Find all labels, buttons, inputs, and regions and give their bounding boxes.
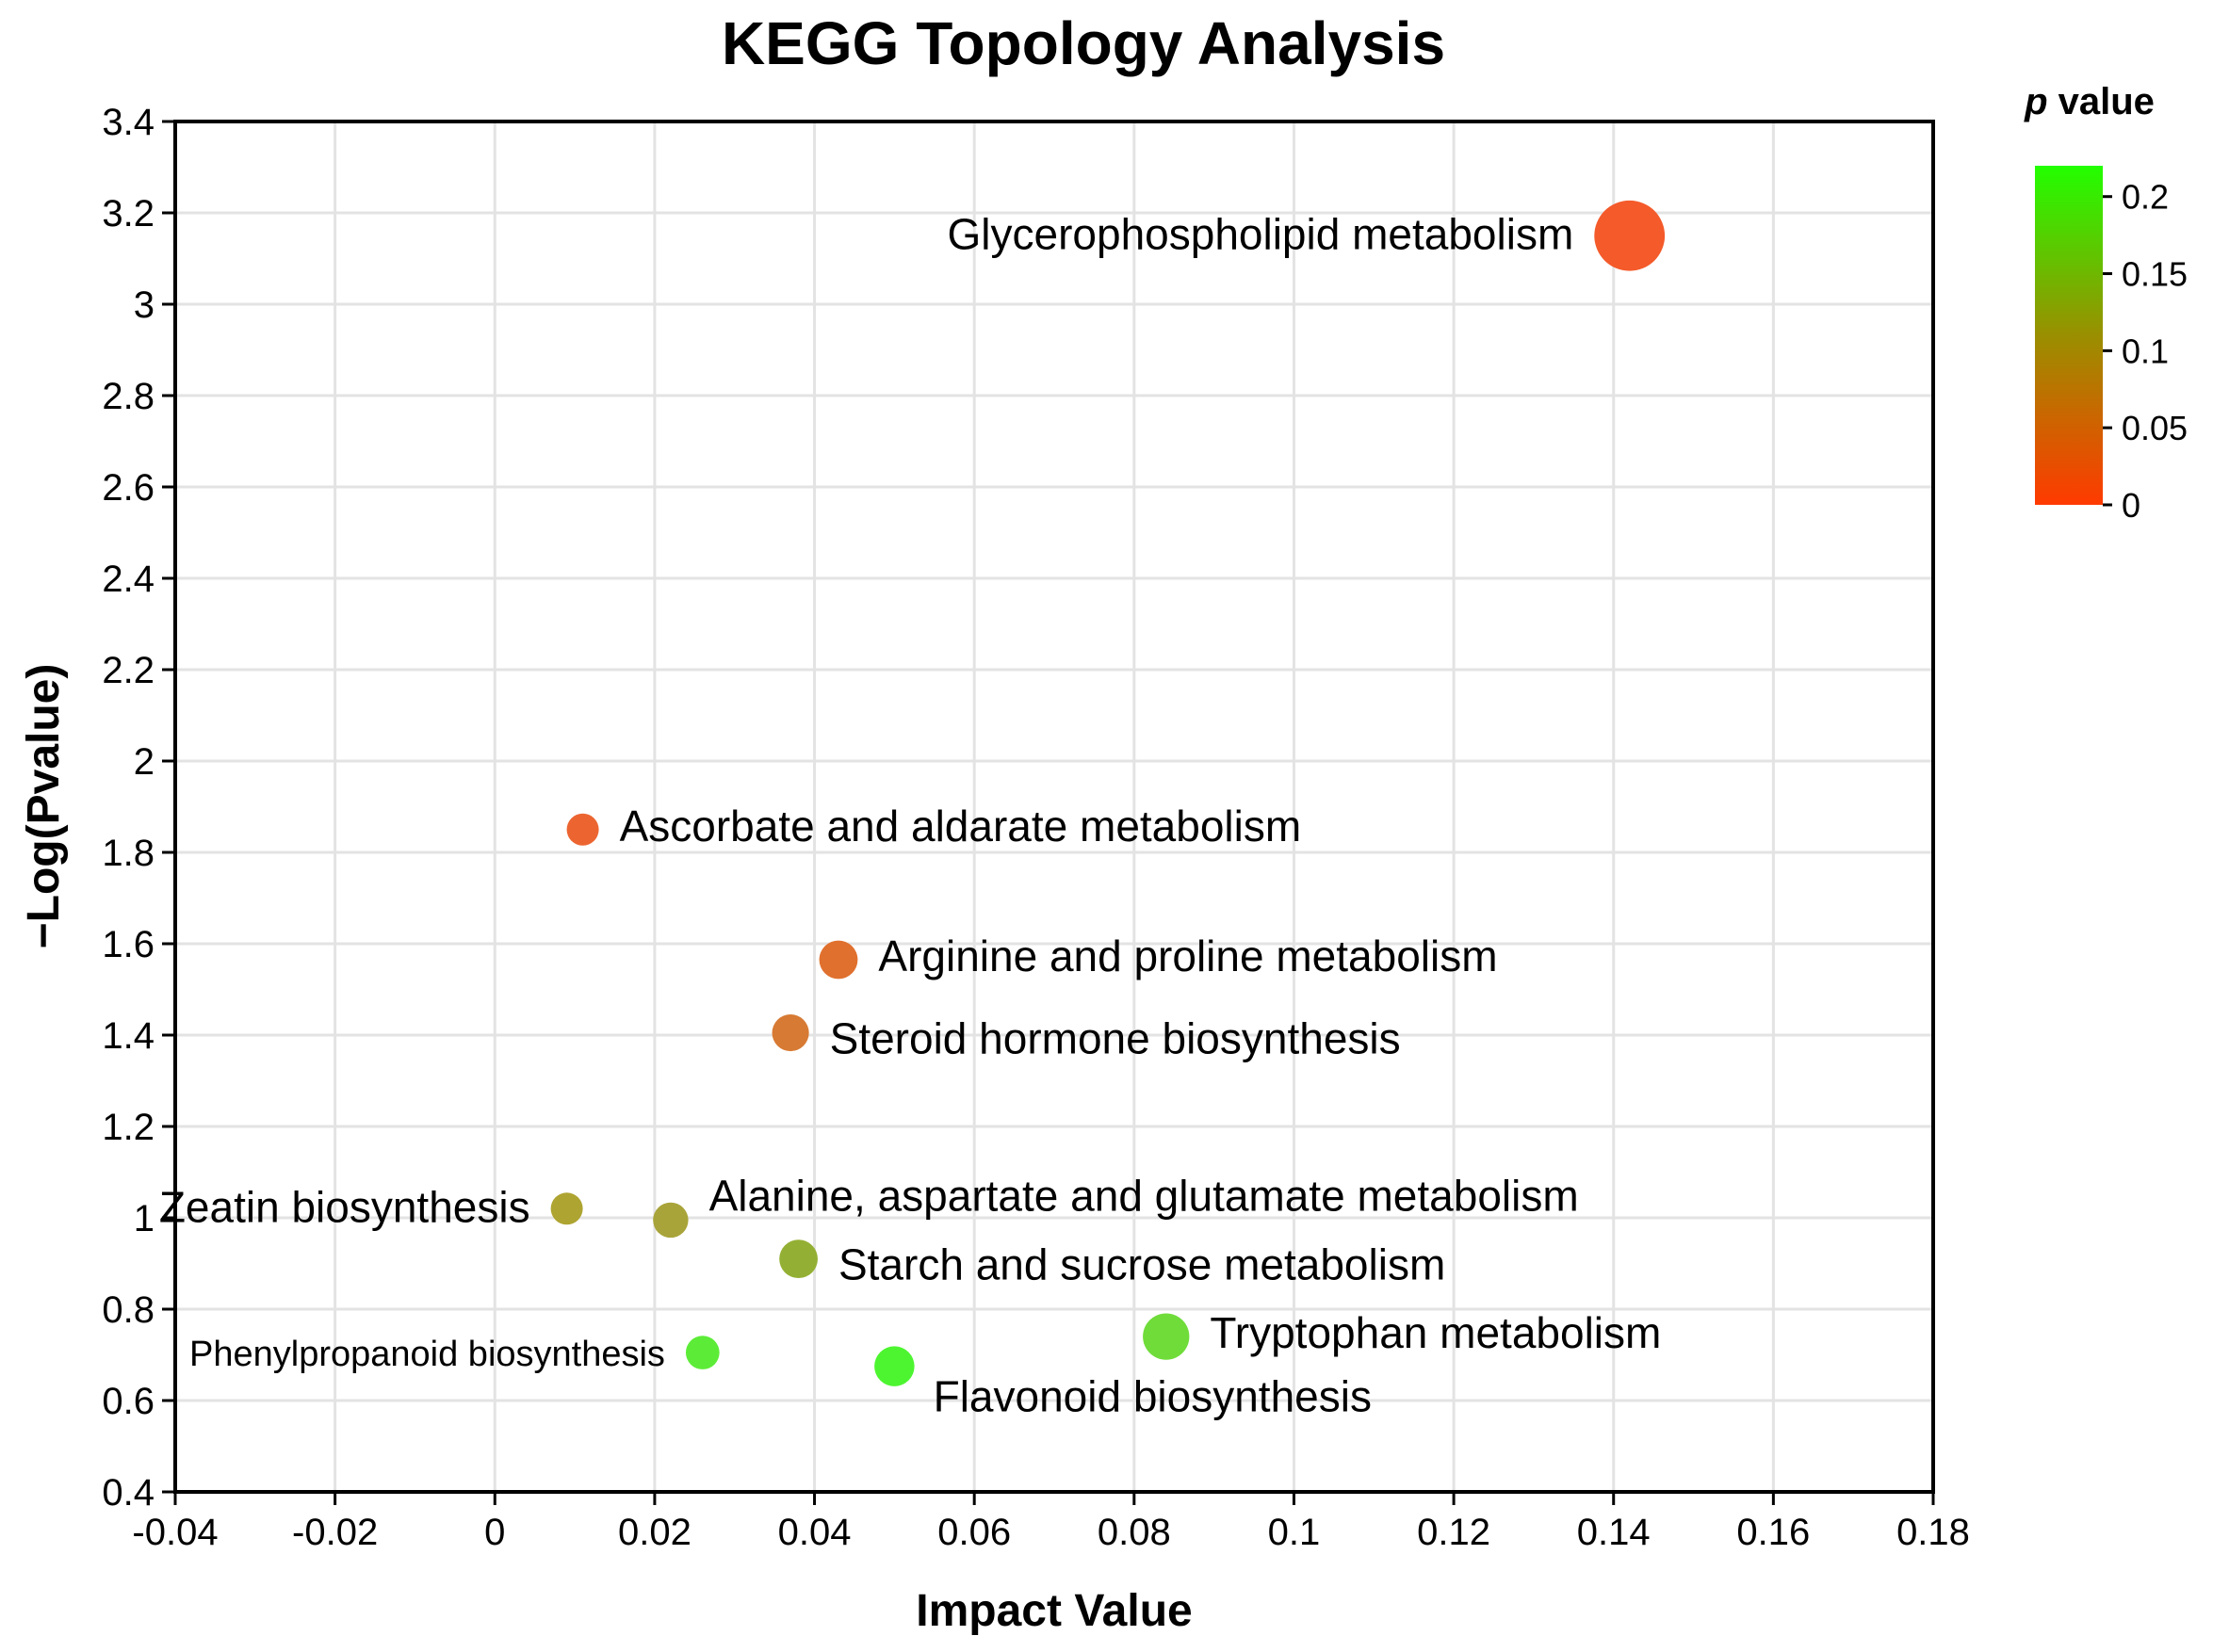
colorbar-tick-label: 0.15 <box>2122 255 2188 294</box>
data-points <box>550 200 1666 1386</box>
colorbar-legend: p value 0 0.05 0.1 0.15 0.2 <box>2024 81 2188 525</box>
x-tick-label: -0.04 <box>132 1512 218 1553</box>
data-point <box>566 813 599 846</box>
colorbar-title: p value <box>2024 81 2155 122</box>
point-label: Phenylpropanoid biosynthesis <box>189 1335 665 1374</box>
x-tick-label: 0.14 <box>1577 1512 1651 1553</box>
data-point <box>772 1014 809 1052</box>
colorbar-title-italic: p <box>2024 81 2047 122</box>
point-label: Alanine, aspartate and glutamate metabol… <box>709 1171 1579 1220</box>
point-label: Ascorbate and aldarate metabolism <box>620 802 1302 850</box>
data-point <box>779 1239 818 1279</box>
x-tick-label: 0.04 <box>778 1512 852 1553</box>
x-tick-label: 0.16 <box>1736 1512 1810 1553</box>
x-tick-label: 0.18 <box>1896 1512 1970 1553</box>
x-tick-label: 0.12 <box>1417 1512 1490 1553</box>
x-axis-title: Impact Value <box>916 1586 1192 1636</box>
y-tick-label: 2.6 <box>102 467 155 509</box>
data-point <box>685 1336 720 1369</box>
y-axis: 0.4 0.6 0.8 1 1.2 1.4 1.6 1.8 2 2.2 2.4 2.6 2.8 3 3.2 3… <box>102 102 175 1514</box>
data-point <box>1594 200 1666 271</box>
colorbar-ticks: 0 0.05 0.1 0.15 0.2 <box>2103 178 2188 525</box>
y-tick-label: 1 <box>134 1198 155 1239</box>
plot-frame <box>173 120 1935 1494</box>
x-axis: -0.04 -0.02 0 0.02 0.04 0.06 0.08 0.1 0.12 0.14 0.… <box>132 1492 1970 1553</box>
x-tick-label: 0 <box>484 1512 505 1553</box>
point-label: Tryptophan metabolism <box>1210 1308 1661 1357</box>
y-tick-label: 1.2 <box>102 1107 155 1148</box>
x-tick-label: -0.02 <box>292 1512 378 1553</box>
y-tick-label: 2.4 <box>102 559 155 600</box>
x-tick-label: 0.08 <box>1098 1512 1171 1553</box>
y-tick-label: 1.4 <box>102 1015 155 1057</box>
point-labels: Glycerophospholipid metabolism Ascorbate … <box>159 209 1662 1420</box>
y-tick-label: 2 <box>134 741 155 783</box>
y-tick-label: 1.8 <box>102 833 155 874</box>
point-label: Starch and sucrose metabolism <box>838 1240 1445 1289</box>
colorbar-tick-label: 0.2 <box>2122 178 2169 217</box>
colorbar-title-rest: value <box>2048 81 2155 122</box>
y-tick-label: 0.8 <box>102 1289 155 1331</box>
y-tick-label: 1.6 <box>102 924 155 965</box>
y-tick-label: 2.8 <box>102 376 155 417</box>
x-tick-label: 0.06 <box>937 1512 1011 1553</box>
point-label: Arginine and proline metabolism <box>878 931 1497 980</box>
colorbar-tick-label: 0 <box>2122 486 2140 525</box>
y-tick-label: 0.4 <box>102 1472 155 1514</box>
point-label: Zeatin biosynthesis <box>159 1182 530 1231</box>
colorbar-gradient <box>2035 166 2103 505</box>
colorbar-tick-label: 0.1 <box>2122 332 2169 370</box>
data-point <box>819 940 858 980</box>
point-label: Glycerophospholipid metabolism <box>948 209 1574 258</box>
y-tick-label: 3.4 <box>102 102 155 143</box>
y-tick-label: 2.2 <box>102 650 155 691</box>
point-label: Flavonoid biosynthesis <box>934 1372 1372 1421</box>
y-tick-label: 3.2 <box>102 193 155 235</box>
data-point <box>550 1192 583 1225</box>
point-label: Steroid hormone biosynthesis <box>830 1014 1401 1063</box>
data-point <box>874 1346 915 1386</box>
data-point <box>653 1202 689 1239</box>
y-axis-title: −Log(Pvalue) <box>19 664 69 949</box>
data-point <box>1143 1313 1190 1360</box>
x-tick-label: 0.1 <box>1268 1512 1321 1553</box>
y-tick-label: 3 <box>134 284 155 326</box>
chart-title: KEGG Topology Analysis <box>722 9 1445 77</box>
x-tick-label: 0.02 <box>618 1512 692 1553</box>
y-tick-label: 0.6 <box>102 1381 155 1422</box>
colorbar-tick-label: 0.05 <box>2122 409 2188 447</box>
